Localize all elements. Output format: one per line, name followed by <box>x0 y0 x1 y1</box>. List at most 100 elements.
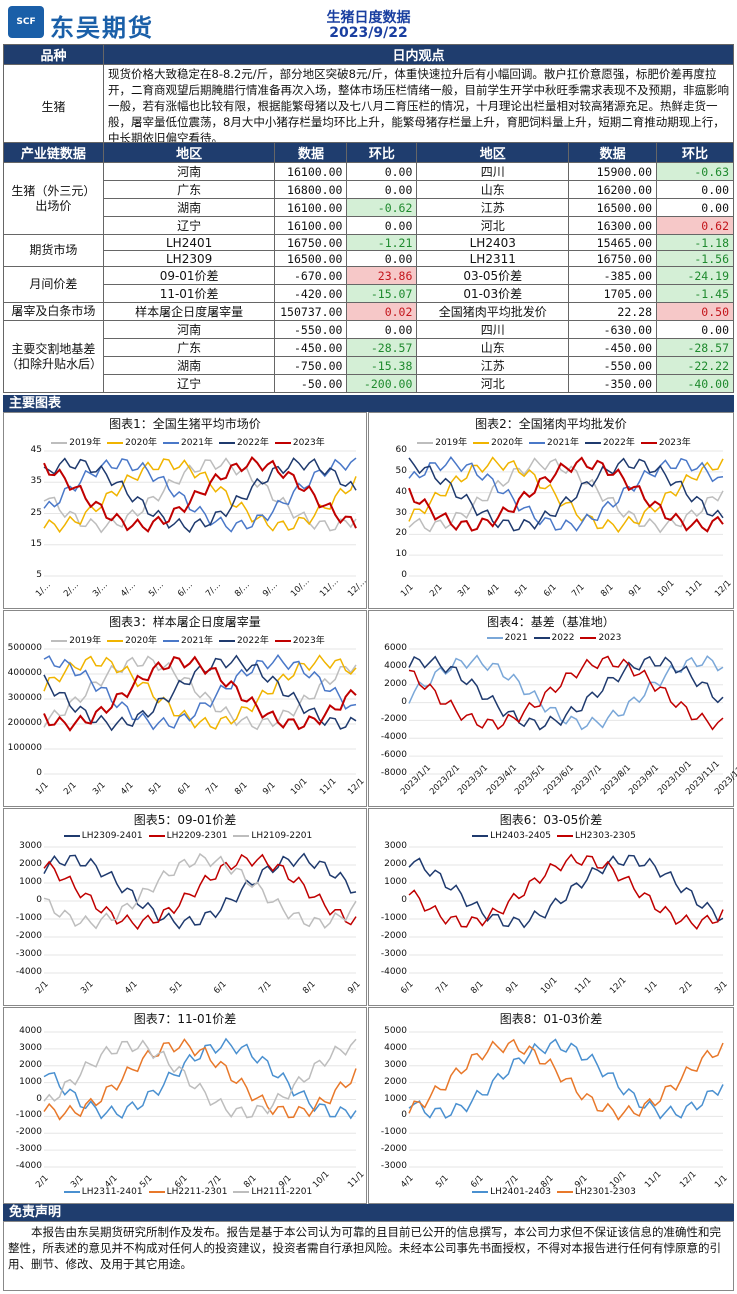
value-cell: -750.00 <box>274 356 348 375</box>
chart-title: 图表6：03-05价差 <box>499 813 603 827</box>
value-cell: 22.28 <box>568 302 658 321</box>
legend-swatch <box>640 441 657 444</box>
value-cell: 16100.00 <box>274 198 348 217</box>
value-cell: 16500.00 <box>568 198 658 217</box>
legend-label: LH2209-2301 <box>166 831 228 841</box>
change-cell: -1.21 <box>346 234 418 251</box>
chart-title: 图表3：样本屠企日度屠宰量 <box>109 615 261 629</box>
chart-svg <box>408 846 724 974</box>
y-tick: 45 <box>30 445 42 455</box>
view-text: 现货价格大致稳定在8-8.2元/斤，部分地区突破8元/斤，体重快速拉升后有小幅回… <box>103 64 734 148</box>
y-tick: 300000 <box>7 693 42 703</box>
region-cell: 河南 <box>102 320 276 339</box>
legend-label: 2021年 <box>547 438 579 448</box>
y-tick: -2000 <box>380 1144 407 1155</box>
region-cell: 江苏 <box>416 198 570 217</box>
legend-swatch <box>233 1190 250 1193</box>
legend-swatch <box>163 441 180 444</box>
chart-panel: 图表7：11-01价差 LH2311-2401 LH2211-2301 LH2111-… <box>3 1007 367 1204</box>
table-row: 湖南 -750.00 -15.38 江苏 -550.00 -22.22 <box>4 356 734 375</box>
report-title: 生猪日度数据 <box>326 10 411 26</box>
change-cell: 0.50 <box>656 302 734 321</box>
y-tick: 100000 <box>7 743 42 753</box>
group-label: 主要交割地基差（扣除升贴水后） <box>3 320 104 393</box>
series-line <box>43 1038 357 1119</box>
y-tick: 0 <box>36 768 42 778</box>
y-tick: 5 <box>36 570 42 580</box>
legend-swatch <box>274 639 291 642</box>
value-cell: 16100.00 <box>274 162 348 181</box>
variety-name: 生猪 <box>3 64 104 148</box>
legend-label: 2019年 <box>69 438 102 448</box>
view-table: 品种 日内观点 生猪 现货价格大致稳定在8-8.2元/斤，部分地区突破8元/斤，体重… <box>3 44 734 148</box>
y-tick: 1000 <box>19 877 42 887</box>
legend-label: 2020年 <box>491 438 524 448</box>
chart-svg <box>408 648 724 775</box>
chain-header: 环比 <box>656 142 734 163</box>
change-cell: 0.00 <box>346 320 418 339</box>
series-line <box>43 1038 357 1121</box>
group-label: 生猪（外三元）出场价 <box>3 162 104 235</box>
legend-swatch <box>218 639 235 642</box>
series-line <box>43 458 357 534</box>
legend-swatch <box>163 639 180 642</box>
legend-swatch <box>533 636 550 639</box>
change-cell: -28.57 <box>656 338 734 357</box>
region-cell: 山东 <box>416 180 570 199</box>
chart-title: 图表1：全国生猪平均市场价 <box>109 417 261 431</box>
region-cell: 山东 <box>416 338 570 357</box>
legend-swatch <box>580 636 597 639</box>
change-cell: -1.56 <box>656 250 734 267</box>
region-cell: 03-05价差 <box>416 266 570 285</box>
y-tick: 1000 <box>19 1076 42 1087</box>
company-logo: SCF 东吴期货 <box>8 6 178 42</box>
region-cell: 辽宁 <box>102 374 276 393</box>
value-cell: 150737.00 <box>274 302 348 321</box>
series-line <box>408 853 724 930</box>
y-tick: 10 <box>395 549 407 560</box>
value-cell: 16800.00 <box>274 180 348 199</box>
legend-label: LH2111-2201 <box>251 1187 313 1197</box>
region-cell: 09-01价差 <box>102 266 276 285</box>
y-tick: 2000 <box>384 859 407 869</box>
change-cell: -1.45 <box>656 284 734 303</box>
region-cell: LH2403 <box>416 234 570 251</box>
table-row: 辽宁 -50.00 -200.00 河北 -350.00 -40.00 <box>4 374 734 393</box>
legend-label: LH2109-2201 <box>251 831 313 841</box>
change-cell: 0.00 <box>656 180 734 199</box>
y-tick: 2000 <box>384 678 407 689</box>
y-tick: 30 <box>395 507 407 518</box>
chart-panel: 图表4：基差（基准地） 2021 2022 2023 6000 4000 2000 0 -200… <box>368 610 737 807</box>
legend-label: LH2309-2401 <box>81 831 143 841</box>
y-tick: 2000 <box>19 1059 42 1070</box>
value-cell: -385.00 <box>568 266 658 285</box>
change-cell: 0.62 <box>656 216 734 235</box>
table-row: 期货市场 LH2401 16750.00 -1.21 LH2403 15465.00 -1.… <box>3 234 734 267</box>
legend-swatch <box>472 1190 489 1193</box>
chart-panel: 图表2：全国猪肉平均批发价 2019年 2020年 2021年 2022年 2023年 60… <box>368 412 734 609</box>
legend-swatch <box>472 834 489 837</box>
col-view: 日内观点 <box>103 44 734 65</box>
legend-swatch <box>148 1190 165 1193</box>
series-line <box>43 457 357 534</box>
series-line <box>43 455 357 533</box>
legend-label: LH2303-2305 <box>575 831 636 841</box>
y-tick: 35 <box>30 476 42 487</box>
y-tick: -2000 <box>380 931 407 941</box>
legend-swatch <box>107 441 124 444</box>
table-row: 屠宰及白条市场 样本屠企日度屠宰量 150737.00 0.02 全国猪肉平均批发价 22… <box>3 302 734 321</box>
series-line <box>408 456 724 533</box>
legend-label: 2022 <box>551 633 575 643</box>
series-line <box>408 654 724 731</box>
change-cell: 0.00 <box>346 216 418 235</box>
legend-label: LH2401-2403 <box>490 1187 551 1197</box>
legend-swatch <box>218 441 235 444</box>
group-label: 月间价差 <box>3 266 104 303</box>
region-cell: 广东 <box>102 338 276 357</box>
group-label: 期货市场 <box>3 234 104 267</box>
region-cell: 河北 <box>416 216 570 235</box>
value-cell: 16100.00 <box>274 216 348 235</box>
y-tick: 2000 <box>19 859 42 869</box>
value-cell: -630.00 <box>568 320 658 339</box>
logo-mark: SCF <box>8 6 44 38</box>
